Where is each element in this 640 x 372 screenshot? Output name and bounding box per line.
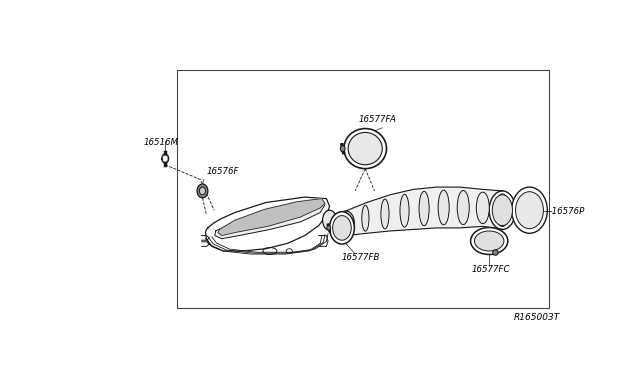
- Ellipse shape: [400, 194, 409, 227]
- Ellipse shape: [163, 156, 167, 161]
- Text: —16576P: —16576P: [543, 207, 585, 216]
- Text: 16577FA: 16577FA: [359, 115, 397, 124]
- Ellipse shape: [327, 225, 331, 230]
- Ellipse shape: [381, 199, 389, 229]
- Ellipse shape: [495, 194, 509, 227]
- Ellipse shape: [493, 250, 498, 255]
- Ellipse shape: [344, 129, 387, 169]
- Ellipse shape: [340, 145, 345, 152]
- Polygon shape: [218, 199, 325, 235]
- Ellipse shape: [419, 191, 429, 226]
- Ellipse shape: [438, 190, 449, 225]
- Bar: [177, 70, 548, 308]
- Ellipse shape: [337, 211, 355, 235]
- Ellipse shape: [516, 192, 543, 229]
- Ellipse shape: [470, 228, 508, 254]
- Ellipse shape: [362, 205, 369, 231]
- Ellipse shape: [492, 195, 513, 225]
- Ellipse shape: [474, 231, 504, 251]
- Ellipse shape: [199, 187, 205, 195]
- Text: R165003T: R165003T: [515, 314, 561, 323]
- Ellipse shape: [323, 210, 337, 230]
- Ellipse shape: [457, 190, 469, 225]
- Ellipse shape: [340, 214, 352, 232]
- Ellipse shape: [162, 154, 169, 163]
- Ellipse shape: [197, 184, 208, 198]
- Ellipse shape: [348, 132, 382, 165]
- Ellipse shape: [476, 192, 490, 224]
- Text: 16576F: 16576F: [206, 167, 239, 176]
- Ellipse shape: [511, 187, 547, 233]
- Ellipse shape: [489, 191, 516, 230]
- Text: 16577FB: 16577FB: [342, 253, 380, 262]
- Text: 16577FC: 16577FC: [472, 265, 510, 274]
- Text: 16516M: 16516M: [143, 138, 179, 147]
- Ellipse shape: [330, 212, 355, 244]
- Ellipse shape: [343, 213, 349, 234]
- Ellipse shape: [333, 216, 351, 240]
- Polygon shape: [215, 201, 325, 239]
- Polygon shape: [205, 197, 330, 251]
- Polygon shape: [346, 187, 502, 235]
